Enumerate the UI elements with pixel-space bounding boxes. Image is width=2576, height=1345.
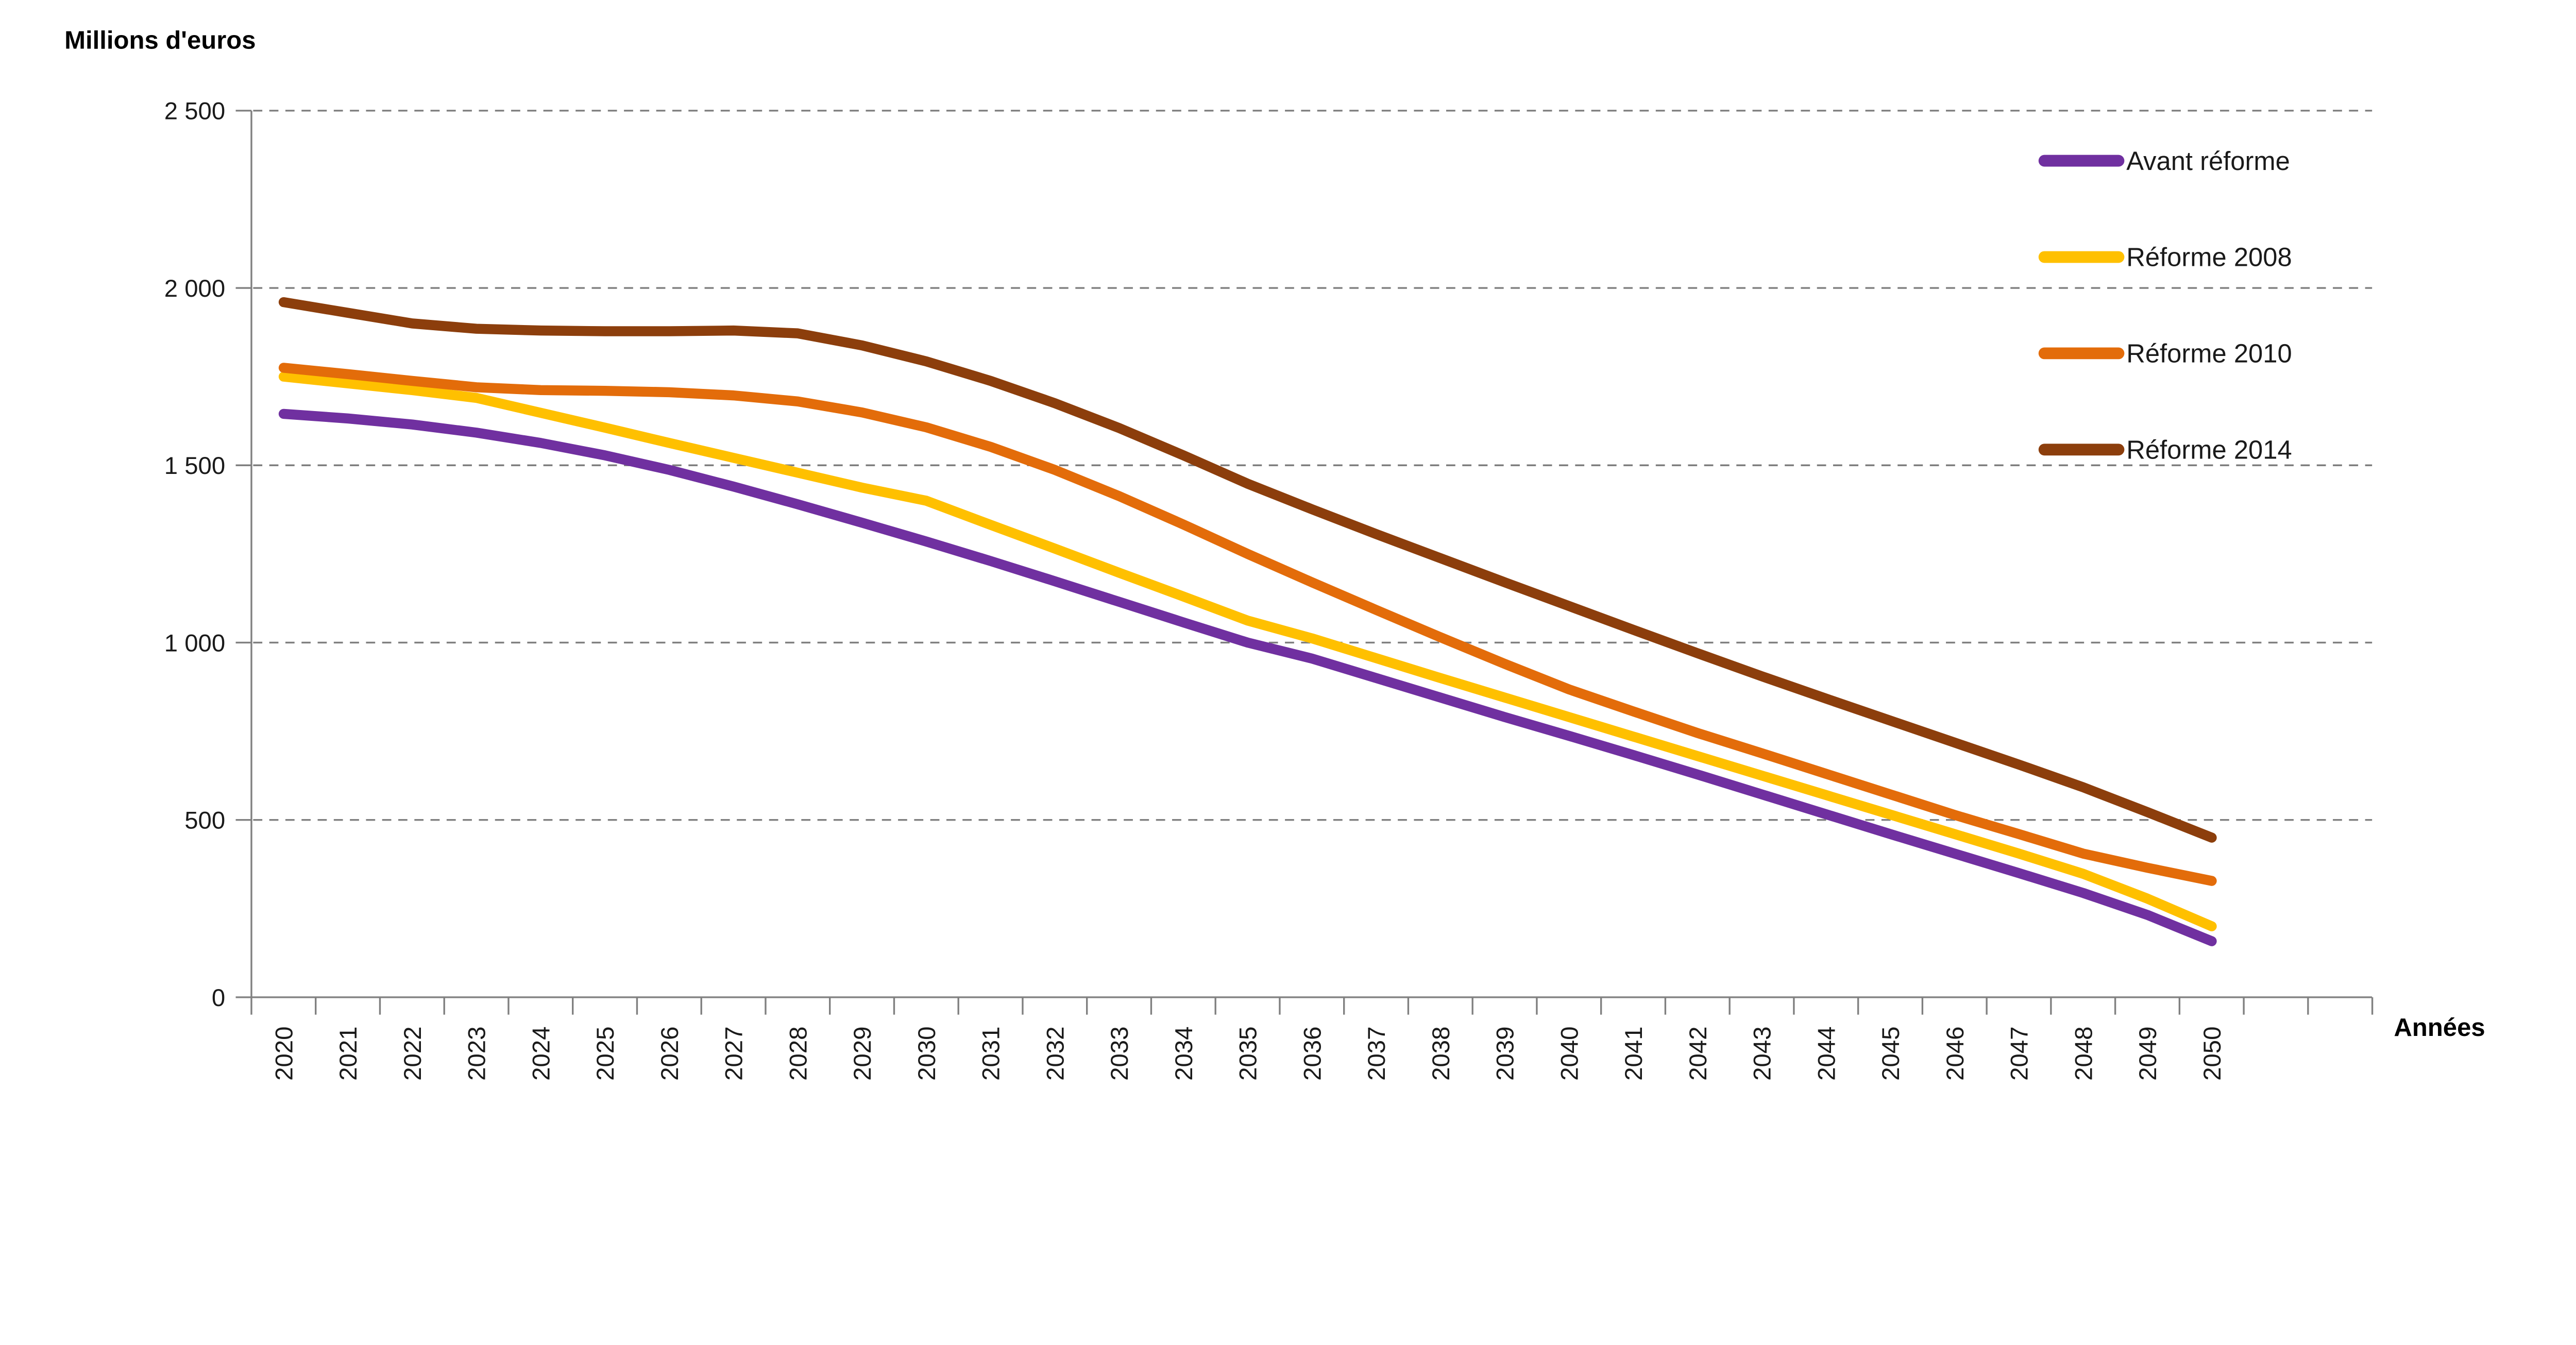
series-line-reforme-2014: [278, 297, 2217, 843]
x-tick-label-2020: 2020: [270, 1027, 298, 1081]
x-tick-labels: 2020 2021 2022 2023 2024 2025 2026 2027 2028 2029…: [270, 1027, 2226, 1081]
data-series: [278, 297, 2217, 946]
x-tick-label-2040: 2040: [1556, 1027, 1583, 1081]
x-tick-label-2031: 2031: [978, 1027, 1005, 1081]
x-tick-label-2047: 2047: [2006, 1027, 2033, 1081]
y-tick-label-1000: 1 000: [164, 629, 226, 657]
legend-label-avant-reforme: Avant réforme: [2126, 146, 2290, 176]
legend-item-reforme-2008: Réforme 2008: [2038, 243, 2292, 272]
y-tick-label-1500: 1 500: [164, 452, 226, 480]
x-tick-label-2022: 2022: [399, 1027, 427, 1081]
y-tick-label-500: 500: [184, 807, 225, 835]
x-tick-label-2046: 2046: [1942, 1027, 1969, 1081]
y-tick-label-2500: 2 500: [164, 98, 226, 125]
x-tick-label-2049: 2049: [2134, 1027, 2162, 1081]
x-tick-label-2030: 2030: [913, 1027, 941, 1081]
legend-item-avant-reforme: Avant réforme: [2038, 146, 2290, 176]
legend: Avant réforme Réforme 2008 Réforme 2010 Réf…: [2038, 146, 2292, 465]
x-tick-label-2026: 2026: [656, 1027, 684, 1081]
x-tick-label-2037: 2037: [1363, 1027, 1391, 1081]
y-tick-label-0: 0: [212, 984, 225, 1012]
x-tick-label-2050: 2050: [2199, 1027, 2226, 1081]
axes: [250, 110, 2372, 998]
x-axis-title: Années: [2394, 1014, 2485, 1042]
gridlines: [253, 110, 2372, 821]
legend-item-reforme-2014: Réforme 2014: [2038, 435, 2292, 465]
x-tick-label-2021: 2021: [335, 1027, 362, 1081]
x-tick-label-2043: 2043: [1749, 1027, 1776, 1081]
legend-label-reforme-2008: Réforme 2008: [2126, 243, 2292, 272]
legend-item-reforme-2010: Réforme 2010: [2038, 339, 2292, 368]
x-tick-label-2028: 2028: [785, 1027, 812, 1081]
x-tick-label-2038: 2038: [1428, 1027, 1455, 1081]
axis-ticks: [235, 110, 2374, 1015]
pension-reform-line-chart: 2020 2021 2022 2023 2024 2025 2026 2027 2028 2029…: [64, 26, 2485, 1081]
x-tick-label-2029: 2029: [849, 1027, 876, 1081]
legend-label-reforme-2014: Réforme 2014: [2126, 435, 2292, 465]
series-line-reforme-2008: [278, 371, 2217, 931]
series-line-avant-reforme: [278, 408, 2217, 946]
x-tick-label-2045: 2045: [1877, 1027, 1905, 1081]
series-line-reforme-2010: [278, 363, 2217, 886]
x-tick-label-2033: 2033: [1106, 1027, 1133, 1081]
x-tick-label-2023: 2023: [464, 1027, 491, 1081]
x-tick-label-2048: 2048: [2070, 1027, 2097, 1081]
x-tick-label-2042: 2042: [1685, 1027, 1712, 1081]
x-tick-label-2034: 2034: [1171, 1027, 1198, 1081]
y-tick-label-2000: 2 000: [164, 275, 226, 302]
x-tick-label-2044: 2044: [1813, 1027, 1840, 1081]
x-tick-label-2024: 2024: [528, 1027, 555, 1081]
x-tick-label-2027: 2027: [721, 1027, 748, 1081]
x-tick-label-2025: 2025: [592, 1027, 619, 1081]
line-chart: 2020 2021 2022 2023 2024 2025 2026 2027 2028 2029…: [64, 26, 2485, 1081]
x-tick-label-2035: 2035: [1235, 1027, 1262, 1081]
x-tick-label-2032: 2032: [1042, 1027, 1069, 1081]
x-tick-label-2039: 2039: [1492, 1027, 1519, 1081]
chart-title: Millions d'euros: [64, 27, 256, 55]
axis-titles: Millions d'euros Années: [64, 27, 2485, 1042]
x-tick-label-2041: 2041: [1620, 1027, 1648, 1081]
y-tick-labels: 0 500 1 000 1 500 2 000 2 500: [164, 98, 226, 1012]
legend-label-reforme-2010: Réforme 2010: [2126, 339, 2292, 368]
x-tick-label-2036: 2036: [1299, 1027, 1326, 1081]
